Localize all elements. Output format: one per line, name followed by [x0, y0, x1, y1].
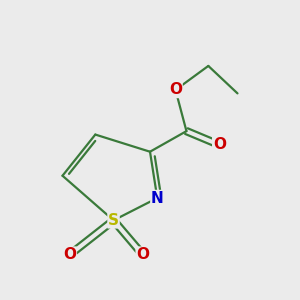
- Text: O: O: [213, 137, 226, 152]
- Text: O: O: [136, 247, 149, 262]
- Text: O: O: [63, 247, 76, 262]
- Text: N: N: [151, 190, 164, 206]
- Text: O: O: [169, 82, 182, 98]
- Text: S: S: [108, 213, 119, 228]
